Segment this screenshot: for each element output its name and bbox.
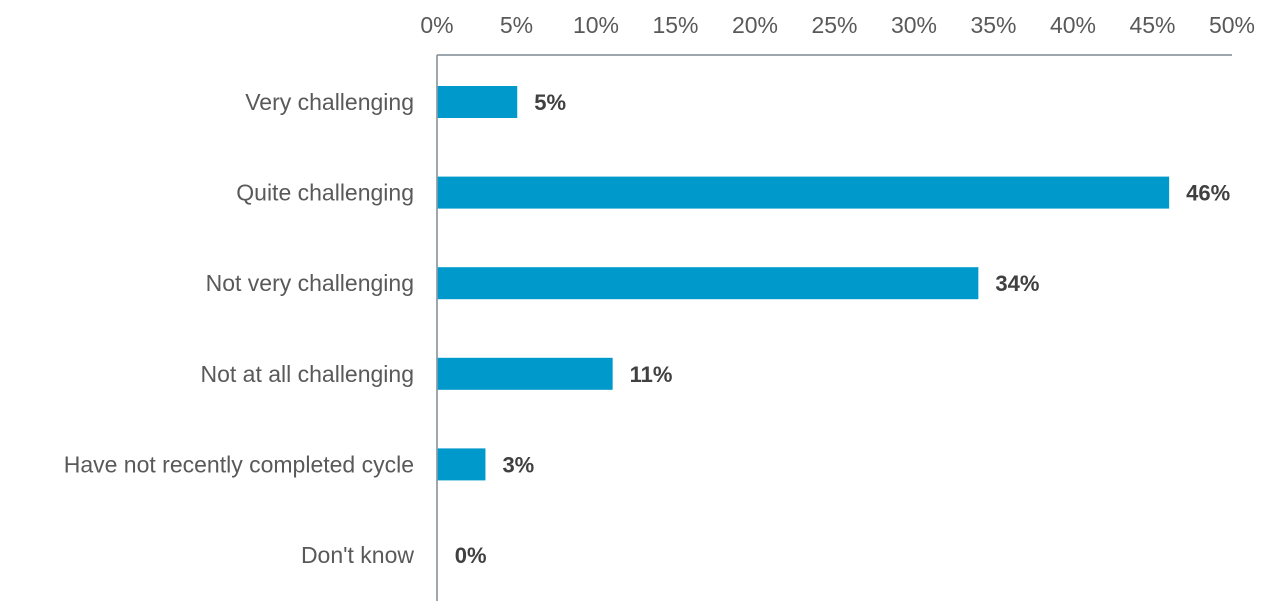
category-labels: Very challenging Quite challenging Not ver… <box>64 89 415 568</box>
category-label: Don't know <box>301 542 414 568</box>
category-label: Have not recently completed cycle <box>64 451 414 477</box>
value-labels: 5% 46% 34% 11% 3% 0% <box>455 90 1230 568</box>
x-tick-label: 15% <box>652 12 698 38</box>
x-tick-label: 50% <box>1209 12 1255 38</box>
x-tick-label: 25% <box>811 12 857 38</box>
x-tick-label: 45% <box>1129 12 1175 38</box>
bar <box>437 86 518 118</box>
value-label: 11% <box>630 362 673 387</box>
value-label: 5% <box>534 90 566 115</box>
bar <box>437 448 486 481</box>
category-label: Very challenging <box>245 89 414 115</box>
category-label: Not at all challenging <box>200 361 414 387</box>
x-tick-label: 40% <box>1050 12 1096 38</box>
x-tick-label: 35% <box>970 12 1016 38</box>
value-label: 46% <box>1186 181 1230 206</box>
value-label: 0% <box>455 543 487 568</box>
x-tick-labels: 0% 5% 10% 15% 20% 25% 30% 35% 40% 45% 50% <box>420 12 1255 38</box>
bar <box>437 357 613 390</box>
axes <box>436 54 1232 601</box>
x-tick-label: 5% <box>500 12 533 38</box>
bar <box>437 267 979 300</box>
x-tick-label: 20% <box>732 12 778 38</box>
bar <box>437 176 1170 209</box>
bars <box>437 86 1170 481</box>
x-tick-label: 10% <box>573 12 619 38</box>
x-tick-label: 0% <box>420 12 453 38</box>
x-tick-label: 30% <box>891 12 937 38</box>
category-label: Not very challenging <box>206 270 414 296</box>
value-label: 3% <box>502 452 534 477</box>
value-label: 34% <box>995 271 1039 296</box>
category-label: Quite challenging <box>236 180 414 206</box>
